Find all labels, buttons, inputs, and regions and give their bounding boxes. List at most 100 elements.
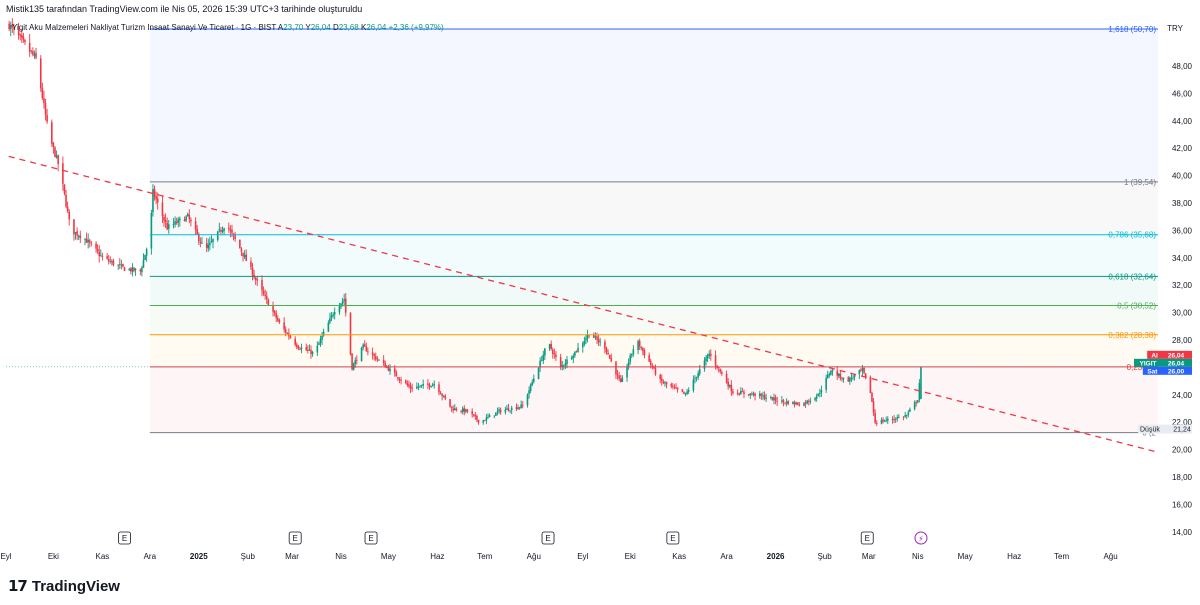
candle-body <box>44 103 47 115</box>
candle-body <box>839 373 842 379</box>
candle-body <box>430 386 432 387</box>
candle-body <box>692 379 695 391</box>
candle-body <box>504 409 507 413</box>
time-tick-label: Eki <box>625 552 636 561</box>
candle-body <box>577 347 579 352</box>
candle-body <box>803 402 805 406</box>
candle-body <box>386 367 388 368</box>
candle-body <box>218 229 221 231</box>
fib-label-1.618: 1,618 (50,70) <box>1108 25 1156 34</box>
price-tag-label: Al <box>1151 352 1158 359</box>
candle-body <box>717 367 720 369</box>
candle-body <box>698 369 701 374</box>
candle-body <box>161 202 164 217</box>
ohlc-low-label: D <box>333 23 339 32</box>
symbol-legend: Yigit Aku Malzemeleri Nakliyat Turizm In… <box>12 23 444 32</box>
candle-body <box>19 34 22 36</box>
price-tag-label: Sat <box>1147 368 1158 375</box>
candle-body <box>21 34 23 38</box>
time-tick-label: Ara <box>720 552 733 561</box>
candle-body <box>495 412 497 416</box>
candle-body <box>607 352 609 355</box>
candle-body <box>179 218 181 221</box>
candle-body <box>484 420 486 422</box>
candle-body <box>540 360 543 362</box>
earnings-marker-box <box>541 531 555 545</box>
candle-body <box>68 211 71 220</box>
time-tick-label: Eyl <box>577 552 588 561</box>
candle-body <box>395 372 398 377</box>
candle-body <box>648 355 650 362</box>
candle-body <box>686 391 688 394</box>
candle-body <box>30 50 33 52</box>
candle-body <box>101 255 104 257</box>
candle-body <box>8 23 10 30</box>
candle-body <box>817 393 820 397</box>
candle-body <box>242 252 244 257</box>
price-tick-label: 18,00 <box>1172 473 1193 482</box>
candle-body <box>65 194 67 207</box>
candle-body <box>913 402 916 410</box>
candle-body <box>695 377 698 378</box>
candle-body <box>466 409 469 412</box>
earnings-marker-label: E <box>122 534 127 543</box>
candle-body <box>826 374 829 378</box>
price-tag-value: 26,04 <box>1168 352 1185 359</box>
candle-body <box>73 219 75 235</box>
candle-body <box>463 408 466 413</box>
candle-body <box>774 397 777 401</box>
candle-body <box>841 378 843 380</box>
candle-body <box>343 299 345 301</box>
candle-body <box>442 395 445 397</box>
time-tick-label: Şub <box>817 552 832 561</box>
candle-body <box>555 354 557 358</box>
candle-body <box>152 189 154 213</box>
earnings-marker-box <box>364 531 378 545</box>
candle-body <box>880 420 883 424</box>
candle-body <box>13 27 15 29</box>
candle-body <box>284 329 287 333</box>
candle-body <box>893 419 895 420</box>
candle-body <box>349 312 352 355</box>
candle-body <box>307 349 309 351</box>
candle-body <box>626 367 628 378</box>
time-tick-label: Kas <box>95 552 109 561</box>
candle-body <box>825 377 827 390</box>
price-chart[interactable]: 1,618 (50,70) 1 (39,54) 0,786 (35,68) 0,618… <box>0 0 1200 570</box>
candle-body <box>673 387 676 388</box>
candle-body <box>882 419 884 422</box>
candle-body <box>770 397 772 398</box>
candle-body <box>384 363 387 368</box>
candle-body <box>439 392 442 395</box>
candle-body <box>43 98 45 104</box>
earnings-marker: E <box>288 531 302 545</box>
fib-label-1: 1 (39,54) <box>1124 178 1156 187</box>
time-tick-label: Mar <box>862 552 876 561</box>
candle-body <box>920 366 922 399</box>
candle-body <box>55 155 58 158</box>
price-tick-label: 22,00 <box>1172 418 1193 427</box>
candle-body <box>736 392 739 394</box>
candle-body <box>111 261 113 263</box>
candle-body <box>597 339 600 343</box>
candle-body <box>593 335 595 338</box>
candle-body <box>653 367 655 369</box>
candle-body <box>374 356 377 360</box>
candle-body <box>411 387 413 389</box>
price-tag-düşük: Düşük 21,24 <box>1138 424 1192 434</box>
candle-body <box>455 408 458 411</box>
candle-body <box>286 333 289 335</box>
candle-body <box>87 240 89 243</box>
candle-body <box>216 231 219 240</box>
candle-body <box>66 206 69 212</box>
candle-body <box>332 314 334 316</box>
candle-body <box>762 395 764 397</box>
candle-body <box>318 343 320 345</box>
tradingview-logo[interactable]: 17 TradingView <box>8 576 120 596</box>
candle-body <box>329 318 331 323</box>
price-tag-value: 21,24 <box>1173 427 1191 434</box>
price-tag-value-bg <box>1162 366 1192 375</box>
candle-body <box>387 366 390 371</box>
fib-zone <box>149 366 1158 433</box>
candle-body <box>732 391 734 394</box>
